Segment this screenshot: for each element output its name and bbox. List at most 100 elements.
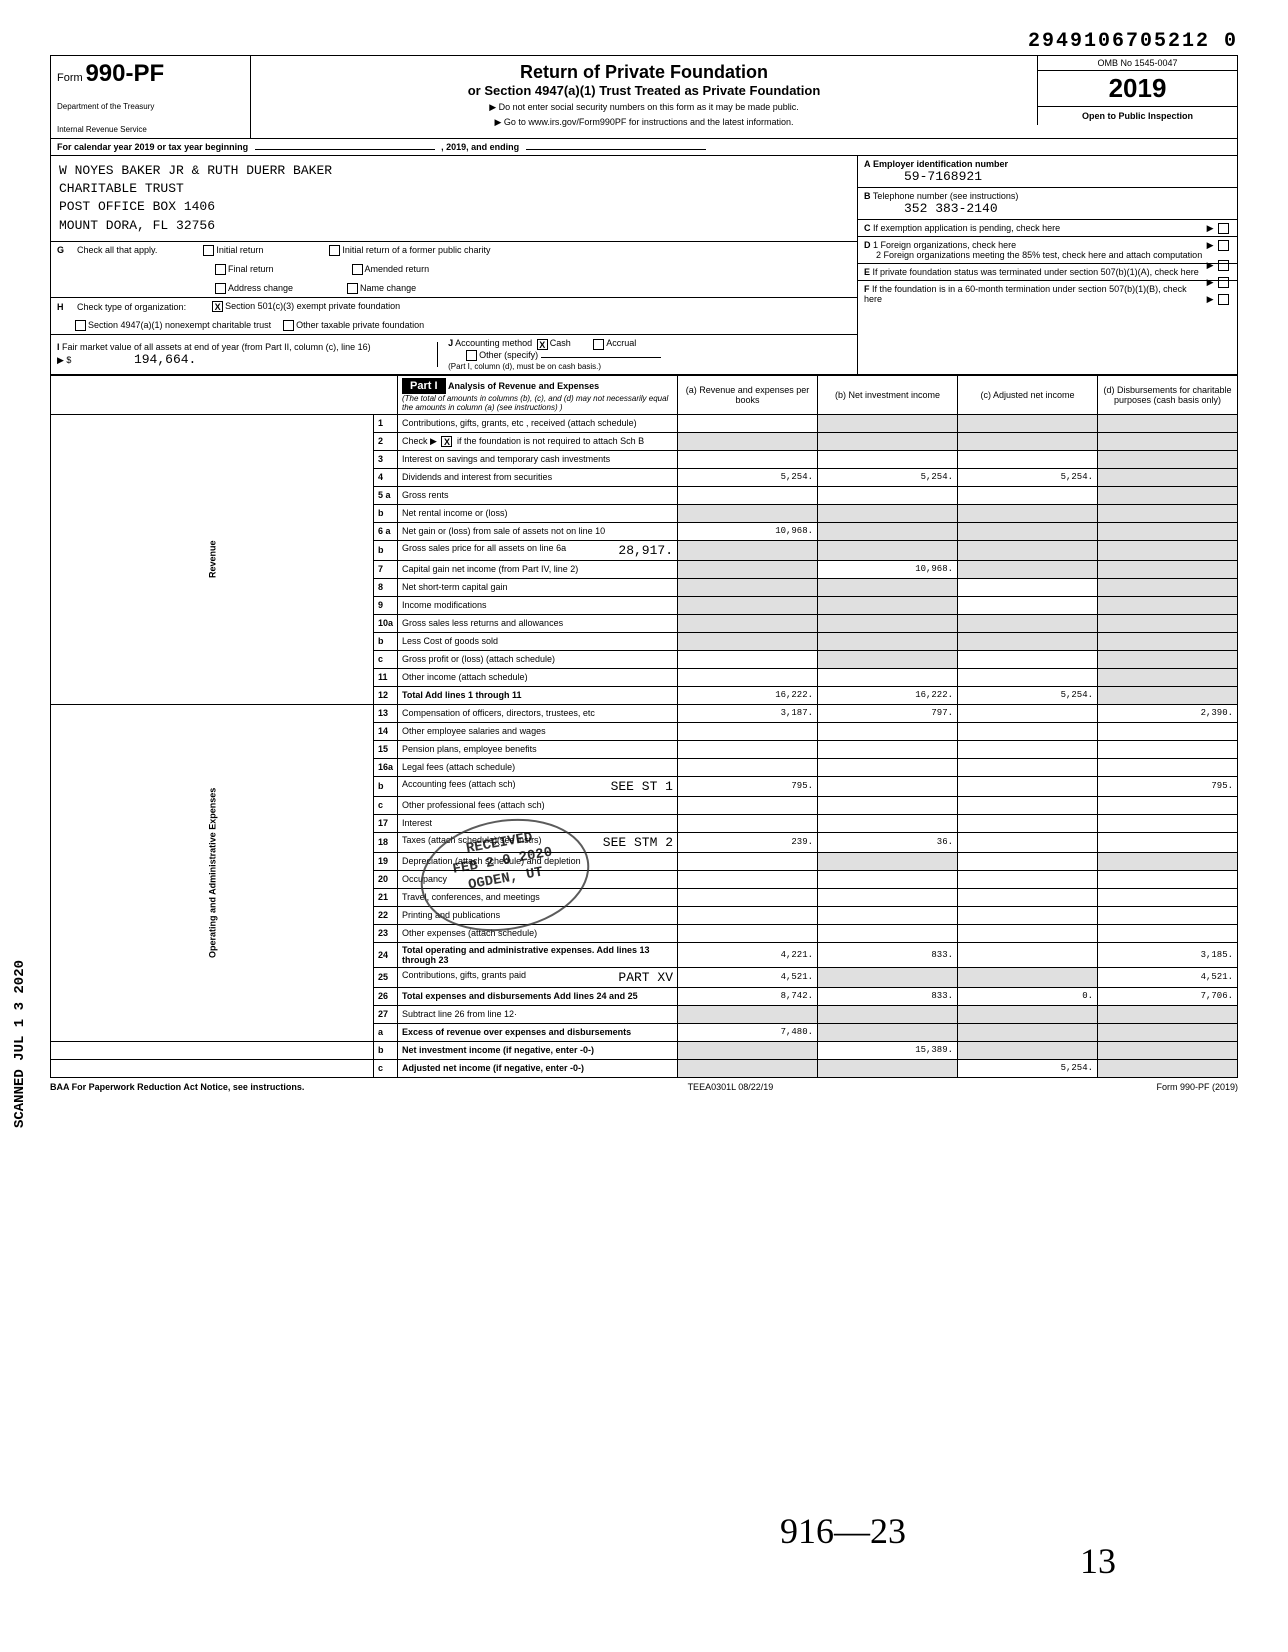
a-label: Employer identification number bbox=[873, 159, 1008, 169]
i-value: 194,664. bbox=[134, 352, 196, 367]
org-name-address: W NOYES BAKER JR & RUTH DUERR BAKER CHAR… bbox=[51, 156, 857, 242]
expenses-side-label: Operating and Administrative Expenses bbox=[51, 704, 374, 1041]
l1: Contributions, gifts, grants, etc , rece… bbox=[398, 414, 678, 432]
l27cc: 5,254. bbox=[958, 1059, 1098, 1077]
j-accrual: Accrual bbox=[606, 338, 636, 348]
l5a: Gross rents bbox=[398, 486, 678, 504]
l24: Total operating and administrative expen… bbox=[398, 942, 678, 967]
chk-other-method[interactable] bbox=[466, 350, 477, 361]
j-letter: J bbox=[448, 338, 453, 348]
col-d-header: (d) Disbursements for charitable purpose… bbox=[1098, 375, 1238, 414]
form-header: Form 990-PF Department of the Treasury I… bbox=[50, 55, 1238, 138]
l4c: 5,254. bbox=[958, 468, 1098, 486]
part1-label: Part I bbox=[402, 378, 446, 394]
l10a: Gross sales less returns and allowances bbox=[398, 614, 678, 632]
dept-line1: Department of the Treasury bbox=[57, 102, 244, 111]
e-label: If private foundation status was termina… bbox=[873, 267, 1199, 277]
l27aa: 7,480. bbox=[678, 1023, 818, 1041]
chk-name-change[interactable] bbox=[347, 283, 358, 294]
l18b: 36. bbox=[818, 832, 958, 852]
document-locator-number: 2949106705212 0 bbox=[50, 30, 1238, 53]
chk-60month[interactable] bbox=[1218, 294, 1229, 305]
omb-number: OMB No 1545-0047 bbox=[1037, 56, 1237, 71]
l16ba: 795. bbox=[678, 776, 818, 796]
public-inspection: Open to Public Inspection bbox=[1037, 107, 1237, 125]
form-number: 990-PF bbox=[85, 60, 164, 87]
l9: Income modifications bbox=[398, 596, 678, 614]
part1-table: Part I Analysis of Revenue and Expenses … bbox=[50, 375, 1238, 1078]
footer-mid: TEEA0301L 08/22/19 bbox=[688, 1082, 774, 1092]
l13b: 797. bbox=[818, 704, 958, 722]
l7b: 10,968. bbox=[818, 560, 958, 578]
tax-year: 2019 bbox=[1037, 71, 1237, 107]
dept-line2: Internal Revenue Service bbox=[57, 125, 244, 134]
part1-note: (The total of amounts in columns (b), (c… bbox=[402, 394, 673, 412]
l6bval: 28,917. bbox=[618, 543, 673, 558]
g-o2: Final return bbox=[228, 264, 274, 274]
l23: Other expenses (attach schedule) bbox=[398, 924, 678, 942]
l12: Total Add lines 1 through 11 bbox=[398, 686, 678, 704]
handwriting-2: 13 bbox=[1080, 1540, 1116, 1582]
l13: Compensation of officers, directors, tru… bbox=[398, 704, 678, 722]
chk-85-test[interactable] bbox=[1218, 260, 1229, 271]
chk-other-taxable[interactable] bbox=[283, 320, 294, 331]
g-o4: Initial return of a former public charit… bbox=[342, 245, 490, 255]
d-letter: D bbox=[864, 240, 871, 250]
l7: Capital gain net income (from Part IV, l… bbox=[398, 560, 678, 578]
l15: Pension plans, employee benefits bbox=[398, 740, 678, 758]
l25d: 4,521. bbox=[1098, 967, 1238, 987]
box-d: D 1 Foreign organizations, check here ▶ … bbox=[858, 237, 1237, 264]
chk-foreign-org[interactable] bbox=[1218, 240, 1229, 251]
g-o3: Address change bbox=[228, 283, 293, 293]
form-subtitle: or Section 4947(a)(1) Trust Treated as P… bbox=[257, 83, 1031, 98]
chk-501c3[interactable]: X bbox=[212, 301, 223, 312]
l27: Subtract line 26 from line 12· bbox=[398, 1005, 678, 1023]
chk-accrual[interactable] bbox=[593, 339, 604, 350]
c-label: If exemption application is pending, che… bbox=[873, 223, 1060, 233]
l26: Total expenses and disbursements Add lin… bbox=[398, 987, 678, 1005]
l27a: Excess of revenue over expenses and disb… bbox=[398, 1023, 678, 1041]
form-label: Form bbox=[57, 72, 83, 84]
l16c: Other professional fees (attach sch) bbox=[398, 796, 678, 814]
l4b: 5,254. bbox=[818, 468, 958, 486]
l11: Other income (attach schedule) bbox=[398, 668, 678, 686]
scanned-stamp: SCANNED JUL 1 3 2020 bbox=[12, 960, 28, 1128]
row-i-j: I Fair market value of all assets at end… bbox=[51, 335, 857, 373]
d-l2: 2 Foreign organizations meeting the 85% … bbox=[876, 250, 1202, 260]
chk-4947a1[interactable] bbox=[75, 320, 86, 331]
chk-initial-return[interactable] bbox=[203, 245, 214, 256]
l6a: Net gain or (loss) from sale of assets n… bbox=[398, 522, 678, 540]
part1-heading: Analysis of Revenue and Expenses bbox=[448, 381, 599, 391]
j-cash: Cash bbox=[550, 338, 571, 348]
g-o1: Initial return bbox=[216, 245, 263, 255]
footer: BAA For Paperwork Reduction Act Notice, … bbox=[50, 1082, 1238, 1092]
l12b: 16,222. bbox=[818, 686, 958, 704]
l3: Interest on savings and temporary cash i… bbox=[398, 450, 678, 468]
chk-exemption-pending[interactable] bbox=[1218, 223, 1229, 234]
i-label: Fair market value of all assets at end o… bbox=[62, 342, 371, 352]
e-letter: E bbox=[864, 267, 870, 277]
chk-final-return[interactable] bbox=[215, 264, 226, 275]
l26d: 7,706. bbox=[1098, 987, 1238, 1005]
l25a: 4,521. bbox=[678, 967, 818, 987]
c-letter: C bbox=[864, 223, 871, 233]
chk-amended[interactable] bbox=[352, 264, 363, 275]
l18note: SEE STM 2 bbox=[603, 835, 673, 850]
l10c: Gross profit or (loss) (attach schedule) bbox=[398, 650, 678, 668]
cal-year-mid: , 2019, and ending bbox=[441, 142, 519, 152]
chk-schb[interactable]: X bbox=[441, 436, 452, 447]
l8: Net short-term capital gain bbox=[398, 578, 678, 596]
g-o5: Amended return bbox=[365, 264, 430, 274]
h-o2: Section 4947(a)(1) nonexempt charitable … bbox=[88, 320, 271, 330]
l26a: 8,742. bbox=[678, 987, 818, 1005]
chk-address-change[interactable] bbox=[215, 283, 226, 294]
box-e: E If private foundation status was termi… bbox=[858, 264, 1237, 281]
chk-cash[interactable]: X bbox=[537, 339, 548, 350]
chk-initial-former[interactable] bbox=[329, 245, 340, 256]
l27c: Adjusted net income (if negative, enter … bbox=[398, 1059, 678, 1077]
l4: Dividends and interest from securities bbox=[398, 468, 678, 486]
l2: Check ▶ bbox=[402, 436, 437, 446]
chk-terminated[interactable] bbox=[1218, 277, 1229, 288]
row-g: G Check all that apply. Initial return I… bbox=[51, 242, 857, 298]
l26c: 0. bbox=[958, 987, 1098, 1005]
